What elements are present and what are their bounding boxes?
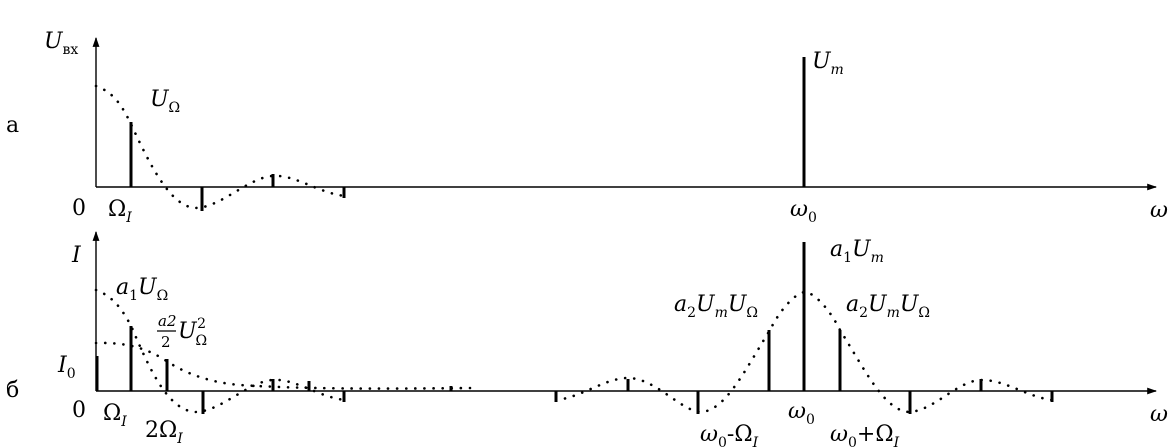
panel-b-tick-omega-0: ω0 — [788, 399, 815, 428]
panel-a-x-axis-label: ω — [1150, 198, 1168, 223]
panel-a-envelope — [94, 84, 347, 210]
panel-a-tick-omega-i: ΩI — [108, 197, 132, 226]
panel-a: а Uвх ω 0 UΩ Um ΩI ω0 — [6, 29, 1168, 226]
panel-b-tick-omega0-minus-omega-i: ω0-ΩI — [700, 422, 759, 448]
panel-b-label-i0: I0 — [57, 353, 76, 382]
panel-a-side-label: а — [6, 113, 19, 138]
panel-b-y-axis-label: I — [71, 243, 82, 268]
fraction-term: UΩ2 — [178, 316, 207, 349]
panel-a-y-axis-label: Uвх — [44, 29, 78, 58]
panel-b: б I ω 0 — [6, 231, 1168, 448]
panel-a-sinc-envelope-dotted — [94, 84, 347, 210]
panel-b-origin: 0 — [72, 398, 86, 423]
panel-b-envelopes — [94, 288, 1054, 414]
panel-a-tick-omega-0: ω0 — [790, 197, 817, 226]
panel-b-side-label: б — [6, 378, 19, 403]
fraction-denominator: 2 — [161, 333, 171, 351]
fraction-numerator: a2 — [158, 312, 177, 330]
panel-a-origin: 0 — [72, 196, 86, 221]
panel-b-x-axis-label: ω — [1150, 402, 1168, 427]
panel-b-spectral-lines — [95, 242, 1054, 414]
panel-b-label-a2-half-u-omega-sq: a2 2 UΩ2 — [157, 312, 207, 351]
panel-b-tick-omega0-plus-omega-i: ω0+ΩI — [830, 422, 900, 448]
panel-b-label-a2-um-uo-left: a2UmUΩ — [674, 292, 758, 321]
panel-b-label-a1-u-omega: a1UΩ — [116, 275, 168, 304]
panel-b-envelope-a1-u-omega-dotted — [94, 288, 347, 414]
panel-b-envelope-second-order-dotted — [94, 341, 472, 390]
panel-b-label-a2-um-uo-right: a2UmUΩ — [846, 292, 930, 321]
panel-a-spectral-lines — [129, 57, 806, 211]
panel-a-label-u-omega: UΩ — [150, 87, 180, 116]
panel-b-tick-2omega-i: 2ΩI — [145, 418, 183, 447]
panel-a-label-u-m: Um — [812, 49, 844, 78]
panel-b-label-a1-u-m: a1Um — [830, 237, 884, 266]
panel-b-tick-omega-i: ΩI — [103, 401, 127, 430]
